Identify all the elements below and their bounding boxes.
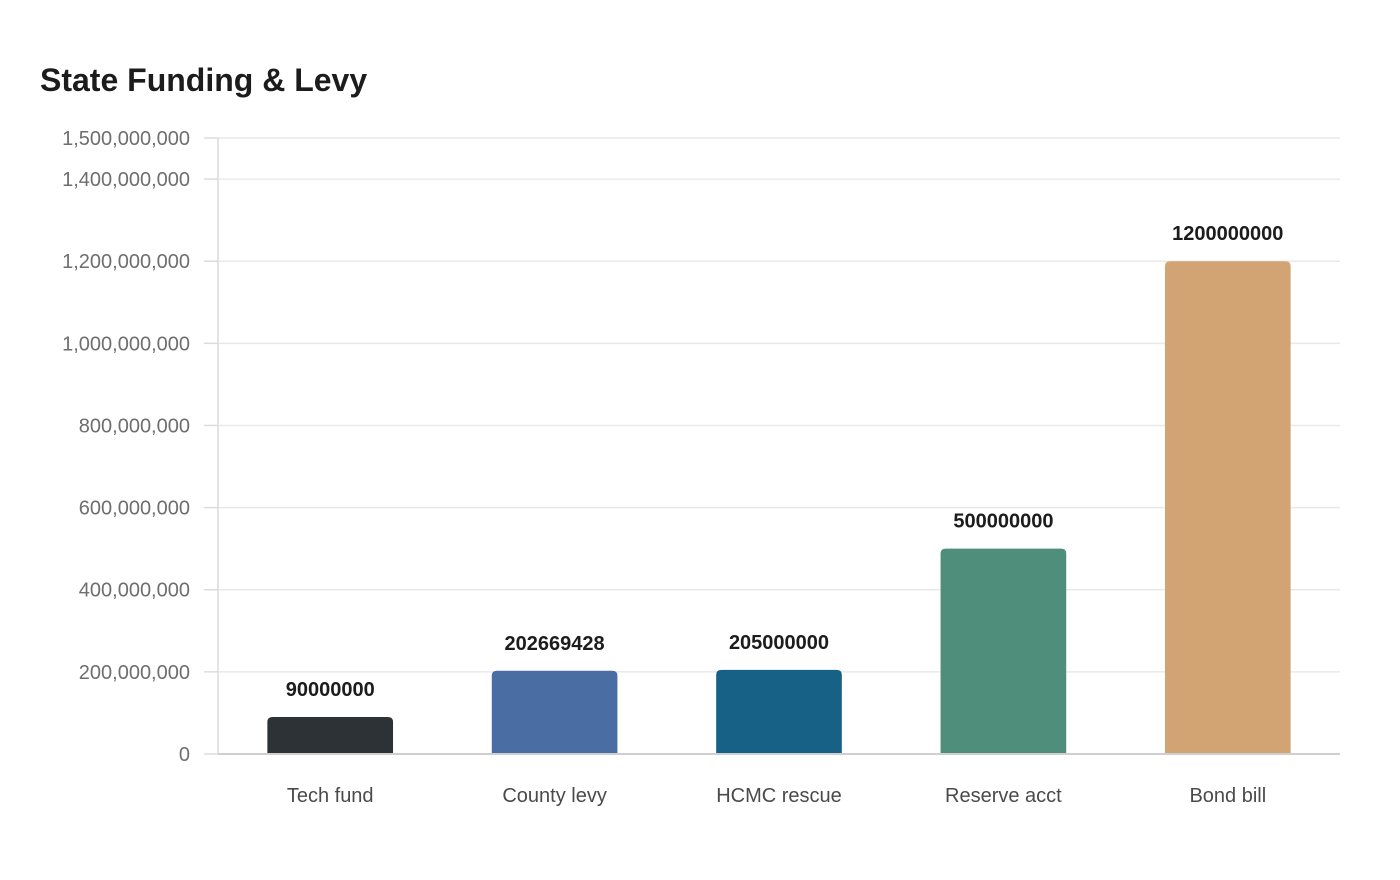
data-label: 202669428 — [505, 633, 605, 655]
y-tick-label: 0 — [179, 744, 190, 766]
data-label: 205000000 — [729, 632, 829, 654]
x-axis-ticks: Tech fund County levy HCMC rescue Reserve a… — [287, 785, 1266, 807]
bar-county-levy — [491, 670, 618, 754]
x-tick-label: Reserve acct — [945, 785, 1062, 807]
y-tick-label: 800,000,000 — [79, 415, 190, 437]
x-tick-label: HCMC rescue — [716, 785, 842, 807]
bar-reserve-acct — [940, 548, 1067, 754]
x-tick-label: County levy — [502, 785, 607, 807]
y-tick-label: 1,000,000,000 — [62, 333, 190, 355]
data-label: 1200000000 — [1172, 223, 1283, 245]
chart-title: State Funding & Levy — [40, 62, 368, 98]
bar-tech-fund — [267, 717, 394, 754]
y-axis-ticks: 0 200,000,000 400,000,000 600,000,000 800,00… — [62, 128, 218, 766]
y-tick-label: 200,000,000 — [79, 662, 190, 684]
bars — [267, 261, 1291, 754]
y-tick-label: 400,000,000 — [79, 580, 190, 602]
y-tick-label: 600,000,000 — [79, 498, 190, 520]
data-label: 500000000 — [953, 511, 1053, 533]
y-tick-label: 1,200,000,000 — [62, 251, 190, 273]
x-tick-label: Bond bill — [1189, 785, 1266, 807]
data-label: 90000000 — [286, 679, 375, 701]
y-tick-label: 1,500,000,000 — [62, 128, 190, 150]
y-tick-label: 1,400,000,000 — [62, 169, 190, 191]
data-labels: 90000000 202669428 205000000 500000000 12000… — [286, 223, 1284, 701]
bar-hcmc-rescue — [716, 669, 842, 754]
x-tick-label: Tech fund — [287, 785, 374, 807]
bar-bond-bill — [1164, 261, 1291, 754]
gridlines — [218, 137, 1340, 673]
